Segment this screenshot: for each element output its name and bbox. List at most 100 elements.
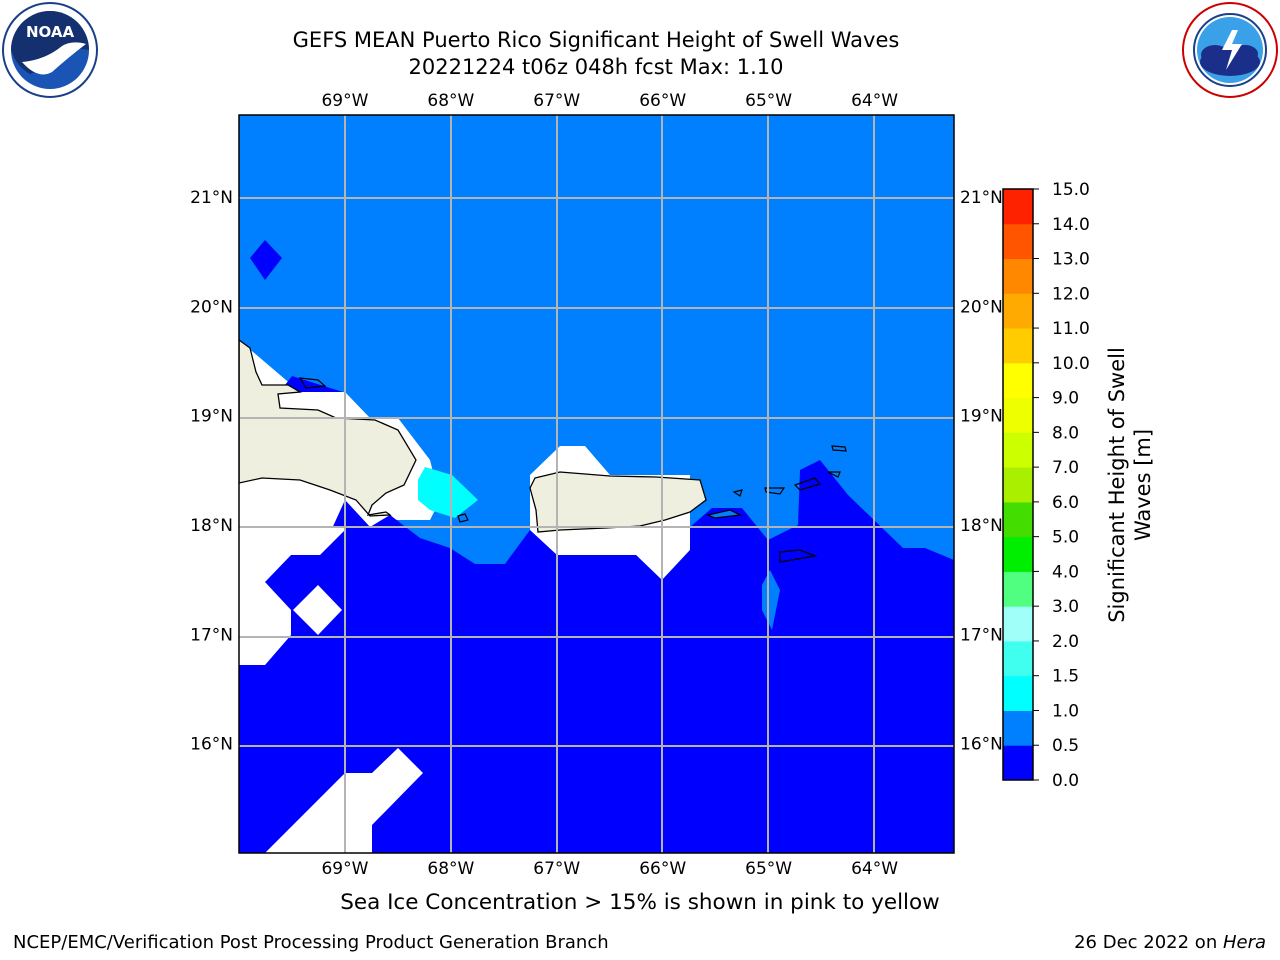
lon-labels-bottom: 69°W 68°W 67°W 66°W 65°W 64°W — [321, 859, 898, 879]
lon-label: 64°W — [851, 859, 898, 879]
colorbar-label: Significant Height of Swell Waves [m] — [1105, 347, 1155, 623]
island — [793, 477, 822, 491]
colorbar-segment — [1003, 189, 1033, 225]
lat-label: 17°N — [960, 625, 1003, 645]
footer-date: 26 Dec 2022 on Hera — [1074, 932, 1266, 953]
map-area — [239, 115, 954, 853]
swell-field-1.0-1.5 — [418, 467, 478, 518]
lat-label: 18°N — [960, 516, 1003, 536]
island — [827, 471, 841, 478]
colorbar-segment — [1003, 467, 1033, 503]
colorbar-tick-label: 2.0 — [1052, 632, 1079, 652]
colorbar-label-line1: Significant Height of Swell — [1105, 347, 1129, 623]
lon-label: 67°W — [533, 91, 580, 111]
colorbar-segment — [1003, 362, 1033, 399]
lon-label: 69°W — [321, 91, 368, 111]
island — [764, 487, 786, 495]
colorbar-segment — [1003, 258, 1033, 294]
colorbar-tick-label: 11.0 — [1052, 319, 1090, 339]
hispaniola-land — [239, 339, 417, 517]
colorbar-segment — [1003, 501, 1033, 538]
colorbar-segment — [1003, 328, 1033, 364]
colorbar-segment — [1003, 571, 1033, 607]
lon-label: 67°W — [533, 859, 580, 879]
colorbar-frame — [1002, 188, 1034, 781]
colorbar-tick-label: 8.0 — [1052, 423, 1079, 443]
chart-subtitle: 20221224 t06z 048h fcst Max: 1.10 — [408, 55, 784, 79]
footer-branch: NCEP/EMC/Verification Post Processing Pr… — [13, 932, 609, 953]
colorbar-tick-label: 3.0 — [1052, 597, 1079, 617]
colorbar-tick-label: 14.0 — [1052, 215, 1090, 235]
lat-label: 20°N — [190, 297, 233, 317]
footer-date-text: 26 Dec 2022 on — [1074, 932, 1223, 953]
colorbar-tick-label: 9.0 — [1052, 389, 1079, 409]
island — [298, 377, 327, 389]
lon-labels-top: 69°W 68°W 67°W 66°W 65°W 64°W — [321, 91, 898, 111]
lon-label: 66°W — [639, 859, 686, 879]
colorbar-tick-label: 15.0 — [1052, 180, 1090, 200]
colorbar-tick-label: 13.0 — [1052, 250, 1090, 270]
colorbar-segment — [1003, 710, 1033, 746]
lat-label: 19°N — [960, 407, 1003, 427]
lon-label: 69°W — [321, 859, 368, 879]
colorbar-tick-label: 0.0 — [1052, 771, 1079, 791]
swell-field-0-0.5 — [250, 240, 282, 280]
island — [779, 549, 818, 563]
colorbar-segment — [1003, 293, 1033, 329]
swell-field-0-0.5 — [239, 460, 954, 853]
noaa-logo: NOAA — [2, 2, 98, 98]
lon-label: 68°W — [427, 91, 474, 111]
sea-ice-note: Sea Ice Concentration > 15% is shown in … — [340, 890, 940, 915]
colorbar — [1002, 188, 1034, 781]
lon-label: 68°W — [427, 859, 474, 879]
colorbar-segment — [1003, 640, 1033, 677]
nws-logo — [1182, 2, 1278, 98]
lat-labels-left: 21°N 20°N 19°N 18°N 17°N 16°N — [190, 188, 233, 755]
no-data-region — [293, 585, 342, 635]
colorbar-ticks: 0.0 0.5 1.0 1.5 2.0 3.0 4.0 5.0 6.0 7.0 8.0 9.0 10.0… — [1033, 180, 1090, 791]
noaa-logo-text: NOAA — [26, 23, 75, 41]
lat-label: 21°N — [960, 188, 1003, 208]
gridlines — [239, 115, 954, 853]
footer-machine: Hera — [1222, 932, 1266, 953]
lat-label: 17°N — [190, 625, 233, 645]
lat-label: 16°N — [190, 735, 233, 755]
island — [831, 445, 847, 452]
map-frame — [238, 114, 955, 854]
colorbar-tick-label: 1.5 — [1052, 667, 1079, 687]
colorbar-segment — [1003, 675, 1033, 711]
island — [457, 513, 469, 523]
colorbar-tick-label: 4.0 — [1052, 562, 1079, 582]
island — [732, 489, 743, 497]
lon-label: 66°W — [639, 91, 686, 111]
lat-label: 16°N — [960, 735, 1003, 755]
lat-labels-right: 21°N 20°N 19°N 18°N 17°N 16°N — [960, 188, 1003, 755]
colorbar-segment — [1003, 745, 1033, 781]
colorbar-tick-label: 1.0 — [1052, 701, 1079, 721]
colorbar-segment — [1003, 432, 1033, 468]
colorbar-tick-label: 5.0 — [1052, 528, 1079, 548]
colorbar-tick-label: 6.0 — [1052, 493, 1079, 513]
colorbar-segment — [1003, 223, 1033, 260]
colorbar-segment — [1003, 606, 1033, 642]
swell-field-0.5-1.0 — [762, 570, 780, 630]
no-data-region — [239, 527, 345, 665]
colorbar-label-line2: Waves [m] — [1131, 429, 1155, 541]
lon-label: 65°W — [745, 91, 792, 111]
colorbar-tick-label: 10.0 — [1052, 354, 1090, 374]
colorbar-tick-label: 0.5 — [1052, 736, 1079, 756]
colorbar-tick-label: 12.0 — [1052, 284, 1090, 304]
chart-title: GEFS MEAN Puerto Rico Significant Height… — [292, 28, 900, 52]
colorbar-tick-label: 7.0 — [1052, 458, 1079, 478]
lat-label: 21°N — [190, 188, 233, 208]
island — [706, 509, 743, 519]
lon-label: 64°W — [851, 91, 898, 111]
lat-label: 20°N — [960, 297, 1003, 317]
colorbar-segment — [1003, 536, 1033, 572]
lon-label: 65°W — [745, 859, 792, 879]
swell-field-0-0.5 — [285, 376, 343, 392]
lat-label: 19°N — [190, 407, 233, 427]
colorbar-segment — [1003, 397, 1033, 433]
lat-label: 18°N — [190, 516, 233, 536]
